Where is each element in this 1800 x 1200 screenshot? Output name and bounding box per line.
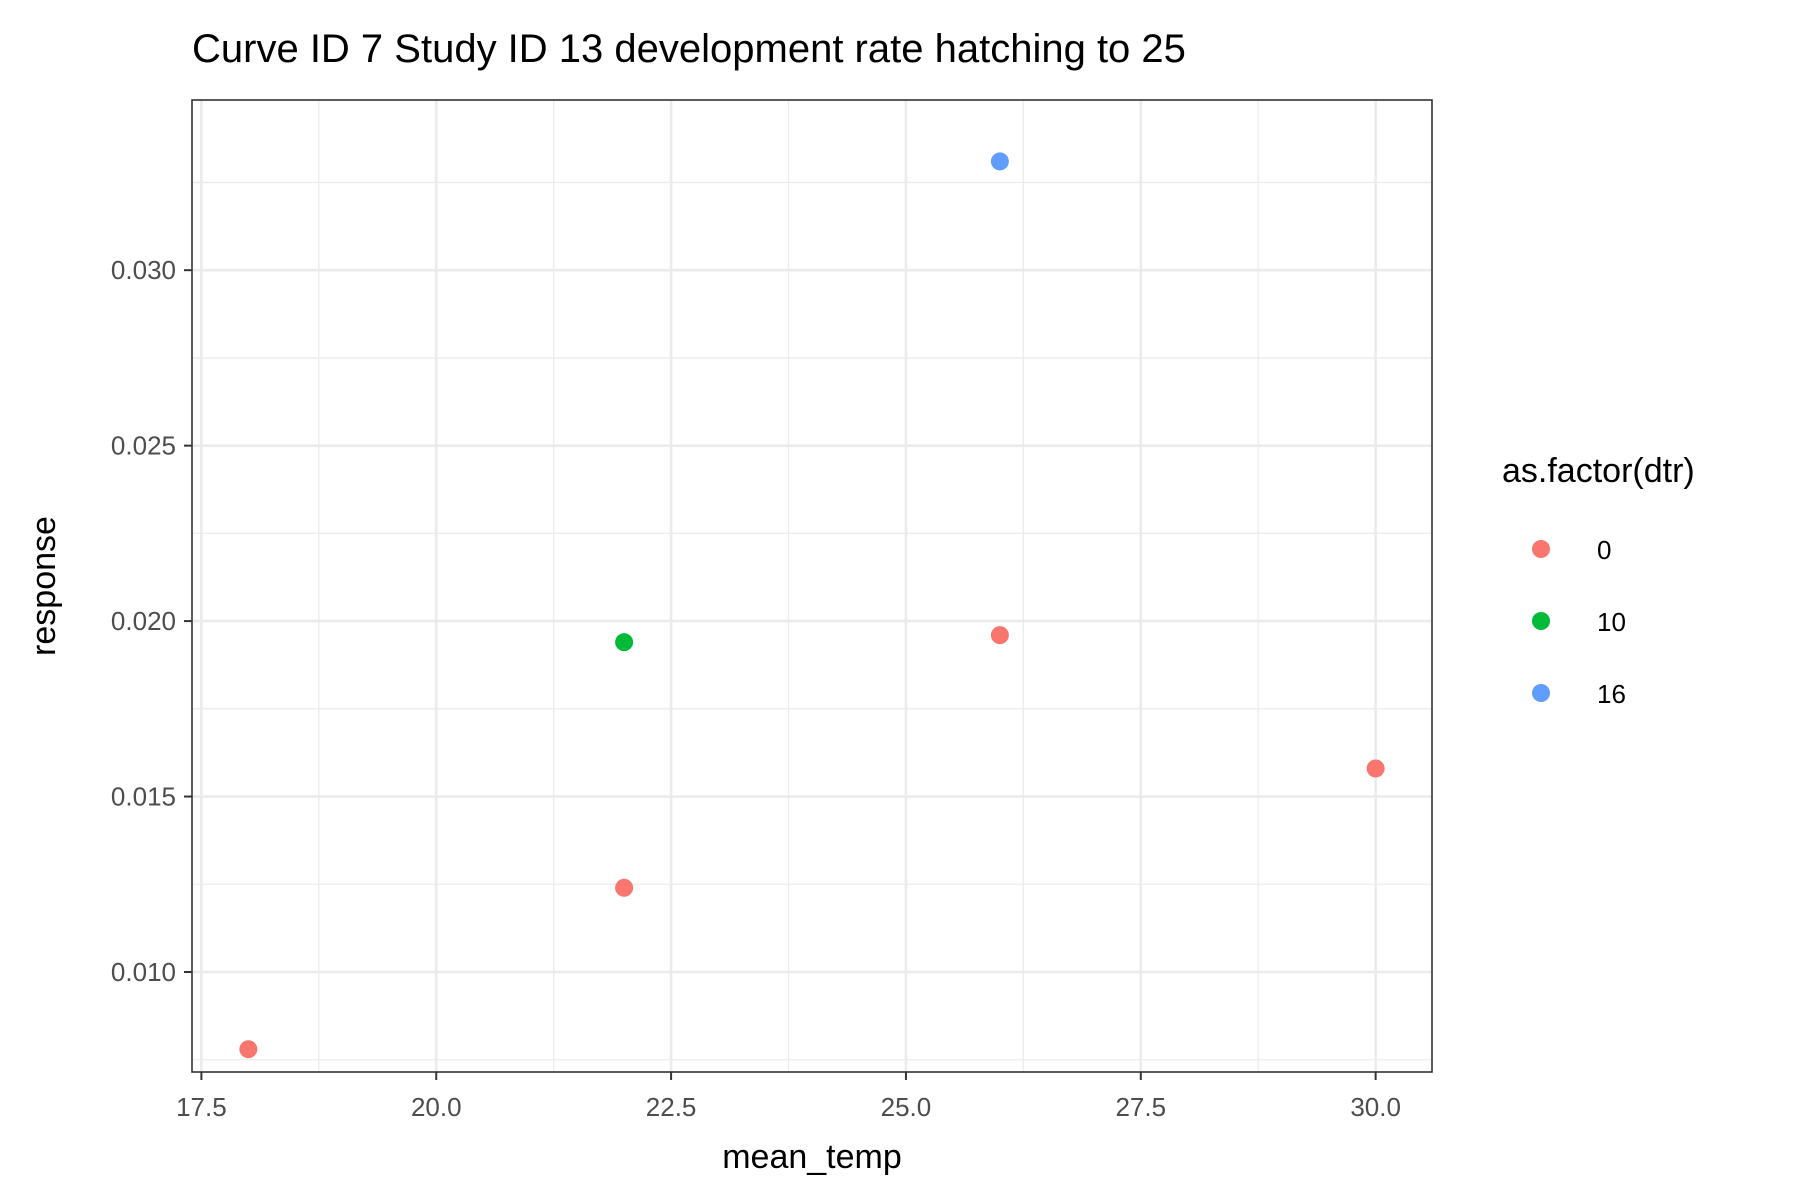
- x-axis-title: mean_temp: [722, 1138, 902, 1176]
- legend-items: 0 10 16: [1532, 535, 1626, 709]
- data-point: [615, 878, 634, 897]
- y-axis: 0.010 0.015 0.020 0.025 0.030: [111, 255, 192, 987]
- chart-title: Curve ID 7 Study ID 13 development rate …: [192, 27, 1186, 71]
- data-points: [239, 152, 1385, 1059]
- x-axis: 17.5 20.0 22.5 25.0 27.5 30.0: [176, 1072, 1401, 1122]
- x-tick-label: 30.0: [1350, 1092, 1401, 1122]
- data-point: [239, 1040, 258, 1059]
- x-tick-label: 20.0: [411, 1092, 462, 1122]
- y-axis-title: response: [25, 516, 63, 656]
- legend-key: [1532, 684, 1550, 702]
- x-tick-label: 25.0: [881, 1092, 932, 1122]
- legend-label: 10: [1597, 607, 1626, 637]
- data-point: [1366, 759, 1385, 778]
- y-tick-label: 0.010: [111, 957, 176, 987]
- y-tick-label: 0.015: [111, 782, 176, 812]
- legend: as.factor(dtr) 0 10 16: [1502, 452, 1695, 709]
- y-tick-label: 0.020: [111, 606, 176, 636]
- plot-panel-border: [191, 99, 1433, 1073]
- major-gridlines: [192, 100, 1432, 1072]
- legend-label: 0: [1597, 535, 1611, 565]
- x-tick-label: 22.5: [646, 1092, 697, 1122]
- y-tick-label: 0.025: [111, 431, 176, 461]
- data-point: [990, 626, 1009, 645]
- legend-key: [1532, 540, 1550, 558]
- x-tick-label: 17.5: [176, 1092, 227, 1122]
- legend-label: 16: [1597, 679, 1626, 709]
- x-tick-label: 27.5: [1115, 1092, 1166, 1122]
- data-point: [990, 152, 1009, 171]
- legend-key: [1532, 612, 1550, 630]
- data-point: [615, 633, 634, 652]
- minor-gridlines: [192, 100, 1432, 1072]
- plot-panel: [192, 100, 1432, 1072]
- legend-title: as.factor(dtr): [1502, 452, 1695, 490]
- y-tick-label: 0.030: [111, 255, 176, 285]
